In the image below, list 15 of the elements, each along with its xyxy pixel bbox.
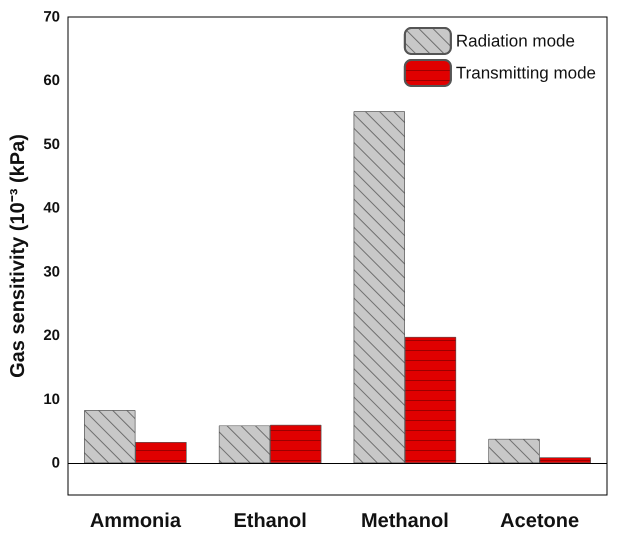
x-tick-label: Acetone [500, 510, 580, 532]
y-tick-label: 60 [43, 72, 60, 90]
x-tick-label: Ammonia [90, 510, 182, 532]
y-axis-title: Gas sensitivity (10⁻³ (kPa) [7, 134, 29, 378]
y-tick-label: 10 [43, 390, 60, 408]
y-tick-label: 40 [43, 200, 60, 217]
legend-label: Transmitting mode [456, 64, 596, 82]
y-tick-label: 70 [43, 8, 60, 26]
y-tick-label: 20 [43, 327, 60, 344]
x-tick-label: Methanol [360, 510, 449, 532]
y-tick-label: 50 [43, 136, 60, 153]
x-tick-label: Ethanol [233, 510, 307, 532]
y-tick-label: 30 [43, 263, 60, 280]
legend-label: Radiation mode [456, 32, 575, 50]
y-tick-label: 0 [52, 454, 60, 472]
